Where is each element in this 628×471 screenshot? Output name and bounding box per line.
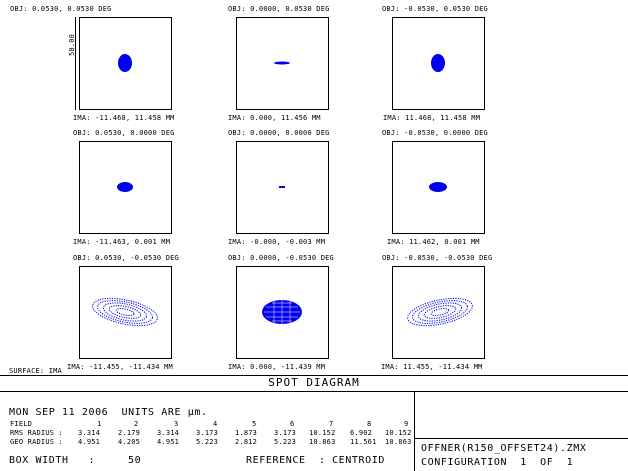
field-5-spot	[279, 186, 285, 188]
field-1-obj-label: OBJ: 0.0530, 0.0530 DEG	[10, 5, 112, 13]
field-5-spot-box	[236, 141, 329, 234]
panel-divider	[414, 391, 415, 471]
spots-layer	[92, 54, 473, 327]
field-number: 9	[404, 420, 409, 428]
field-number: 5	[252, 420, 257, 428]
file-name: OFFNER(R150_OFFSET24).ZMX	[421, 443, 587, 454]
field-2-ima-label: IMA: 0.000, 11.456 MM	[228, 114, 321, 122]
scale-tick	[75, 17, 76, 110]
field-2-obj-label: OBJ: 0.0000, 0.0530 DEG	[228, 5, 330, 13]
field-4-spot-box	[79, 141, 172, 234]
field-3-obj-label: OBJ: -0.0530, 0.0530 DEG	[382, 5, 488, 13]
field-8-ima-label: IMA: 0.000, -11.439 MM	[228, 363, 326, 371]
field-3-ima-label: IMA: 11.468, 11.458 MM	[383, 114, 481, 122]
rms-value: 3.314	[157, 429, 180, 437]
rms-value: 3.173	[196, 429, 219, 437]
field-1-spot-box	[79, 17, 172, 110]
field-row-label: FIELD	[10, 420, 33, 428]
box-width-value: 50	[128, 455, 142, 466]
field-7-obj-label: OBJ: 0.0530, -0.0530 DEG	[73, 254, 179, 262]
rms-value: 10.152	[385, 429, 412, 437]
field-number: 4	[213, 420, 218, 428]
field-8-obj-label: OBJ: 0.0000, -0.0530 DEG	[228, 254, 334, 262]
date-units-line: MON SEP 11 2006 UNITS ARE µm.	[9, 407, 208, 418]
geo-value: 4.205	[118, 438, 141, 446]
field-6-obj-label: OBJ: -0.0530, 0.0000 DEG	[382, 129, 488, 137]
field-9-obj-label: OBJ: -0.0530, -0.0530 DEG	[382, 254, 493, 262]
field-4-obj-label: OBJ: 0.0530, 0.0000 DEG	[73, 129, 175, 137]
geo-row-label: GEO RADIUS :	[10, 438, 63, 446]
field-number: 8	[367, 420, 372, 428]
field-6-spot-box	[392, 141, 485, 234]
geo-value: 11.561	[350, 438, 377, 446]
rms-value: 2.179	[118, 429, 141, 437]
geo-value: 4.951	[78, 438, 101, 446]
field-number: 3	[174, 420, 179, 428]
field-7-spot-box	[79, 266, 172, 359]
field-9-spot-box	[392, 266, 485, 359]
field-6-ima-label: IMA: 11.462, 0.001 MM	[387, 238, 480, 246]
surface-label: SURFACE: IMA	[9, 367, 62, 375]
rms-value: 1.873	[235, 429, 258, 437]
field-3-spot-box	[392, 17, 485, 110]
box-width-label: BOX WIDTH :	[9, 455, 96, 466]
geo-value: 5.223	[274, 438, 297, 446]
field-9-ima-label: IMA: 11.455, -11.434 MM	[381, 363, 483, 371]
field-4-spot	[117, 182, 133, 192]
field-2-spot-box	[236, 17, 329, 110]
geo-value: 2.812	[235, 438, 258, 446]
rms-value: 3.173	[274, 429, 297, 437]
rms-value: 3.314	[78, 429, 101, 437]
field-6-spot	[429, 182, 447, 192]
field-5-ima-label: IMA: -0.000, -0.003 MM	[228, 238, 326, 246]
reference-label: REFERENCE : CENTROID	[246, 455, 386, 466]
field-7-ima-label: IMA: -11.455, -11.434 MM	[67, 363, 173, 371]
field-4-ima-label: IMA: -11.463, 0.001 MM	[73, 238, 171, 246]
panel-right-rule	[414, 438, 628, 439]
field-number: 2	[134, 420, 139, 428]
field-2-spot	[274, 61, 290, 65]
geo-value: 4.951	[157, 438, 180, 446]
geo-value: 10.863	[385, 438, 412, 446]
geo-value: 10.863	[309, 438, 336, 446]
field-7-spot	[92, 297, 158, 327]
field-number: 7	[329, 420, 334, 428]
field-9-spot	[407, 297, 473, 327]
rms-value: 10.152	[309, 429, 336, 437]
field-8-spot-box	[236, 266, 329, 359]
field-1-ima-label: IMA: -11.468, 11.458 MM	[73, 114, 175, 122]
rms-row-label: RMS RADIUS :	[10, 429, 63, 437]
field-1-spot	[118, 54, 132, 72]
field-number: 1	[97, 420, 102, 428]
rms-value: 6.902	[350, 429, 373, 437]
diagram-title: SPOT DIAGRAM	[268, 376, 360, 389]
frame-top-rule	[0, 375, 628, 376]
field-5-obj-label: OBJ: 0.0000, 0.0000 DEG	[228, 129, 330, 137]
field-8-spot	[262, 300, 302, 324]
field-number: 6	[290, 420, 295, 428]
geo-value: 5.223	[196, 438, 219, 446]
title-bottom-rule	[0, 391, 628, 392]
field-3-spot	[431, 54, 445, 72]
configuration-label: CONFIGURATION 1 OF 1	[421, 457, 574, 468]
